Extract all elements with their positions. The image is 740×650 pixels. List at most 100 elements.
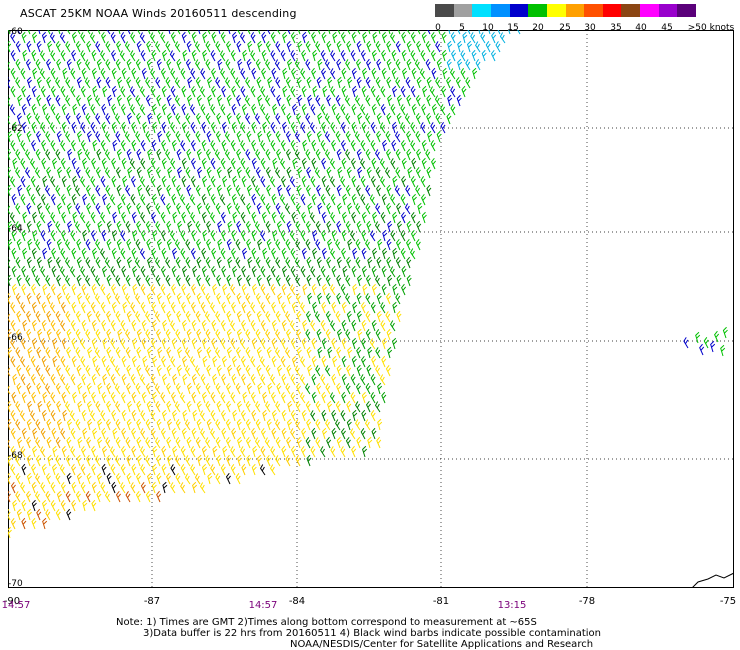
wind-barb: [300, 122, 306, 134]
wind-barb: [46, 94, 52, 107]
wind-barb: [92, 139, 98, 152]
wind-barb: [35, 185, 41, 197]
wind-barb: [375, 94, 381, 107]
wind-barb: [260, 266, 266, 278]
wind-barb: [241, 427, 247, 440]
wind-barb: [106, 220, 112, 233]
wind-barb: [449, 68, 456, 80]
wind-barb: [181, 337, 187, 350]
wind-barb: [26, 472, 32, 485]
wind-barb: [370, 392, 376, 404]
wind-barb: [36, 40, 42, 53]
wind-barb: [60, 374, 66, 386]
wind-barb: [166, 454, 172, 467]
wind-barb: [194, 473, 201, 485]
wind-barb: [194, 41, 201, 53]
wind-barb: [285, 311, 291, 323]
wind-barb: [8, 166, 12, 179]
wind-barb: [130, 302, 136, 314]
wind-barb: [215, 437, 221, 449]
wind-barb: [201, 265, 207, 278]
wind-barb: [376, 184, 382, 197]
wind-barb: [361, 85, 367, 98]
wind-barb: [411, 67, 417, 80]
wind-barb: [120, 32, 126, 44]
wind-barb: [125, 275, 131, 287]
wind-barb: [280, 139, 286, 152]
wind-barb: [289, 176, 296, 188]
wind-barb: [186, 94, 193, 107]
wind-barb: [170, 391, 176, 404]
wind-barb: [332, 355, 338, 368]
wind-barb: [395, 59, 401, 71]
wind-barb: [342, 265, 348, 278]
wind-barb: [136, 454, 142, 467]
wind-barb: [37, 328, 43, 341]
wind-barb: [111, 229, 118, 242]
wind-barb: [195, 76, 201, 89]
wind-barb: [410, 31, 416, 44]
wind-barb: [435, 41, 441, 53]
wind-barb: [255, 149, 261, 161]
pass-time-label: 14:57: [248, 600, 278, 611]
wind-barb: [270, 140, 276, 152]
wind-barb: [235, 30, 241, 35]
wind-barb: [326, 30, 332, 35]
wind-barb: [221, 373, 227, 386]
wind-barb: [140, 229, 146, 242]
wind-barb: [275, 437, 281, 449]
wind-barb: [32, 229, 38, 242]
wind-barb: [85, 329, 91, 341]
wind-barb: [270, 265, 276, 278]
wind-barb: [396, 220, 403, 233]
wind-barb: [326, 166, 332, 179]
wind-barb: [186, 400, 192, 413]
wind-barb: [186, 148, 192, 161]
wind-barb: [341, 85, 347, 98]
wind-barb: [45, 365, 51, 377]
wind-barb: [237, 436, 243, 449]
wind-barb: [336, 256, 342, 269]
wind-barb: [285, 383, 291, 395]
wind-barb: [235, 239, 241, 251]
wind-barb: [87, 418, 93, 431]
wind-barb: [86, 454, 92, 467]
wind-barb: [161, 247, 167, 260]
wind-barb: [75, 310, 81, 323]
wind-barb: [245, 400, 251, 413]
wind-barb: [125, 346, 131, 359]
wind-barb: [361, 247, 367, 260]
wind-barb: [256, 346, 262, 359]
wind-barb: [170, 103, 176, 116]
wind-barb: [236, 364, 242, 377]
wind-barb: [345, 220, 351, 233]
wind-barb: [145, 455, 151, 467]
wind-barb: [75, 490, 81, 503]
wind-barb: [40, 446, 46, 458]
wind-barb: [195, 382, 201, 395]
wind-barb: [240, 355, 246, 368]
wind-barb: [415, 94, 421, 107]
wind-barb: [305, 310, 311, 323]
wind-barb: [10, 338, 16, 350]
wind-barb: [46, 58, 52, 71]
wind-barb: [117, 30, 123, 35]
wind-barb: [81, 67, 87, 80]
wind-barb: [329, 320, 336, 332]
wind-barb: [106, 400, 112, 413]
wind-barb: [147, 256, 153, 269]
wind-barb: [315, 220, 321, 233]
wind-barb: [361, 391, 367, 404]
wind-barb: [45, 383, 51, 395]
wind-barb: [46, 238, 52, 251]
wind-barb: [146, 292, 152, 305]
wind-barb: [340, 139, 346, 152]
wind-barb: [35, 454, 41, 467]
wind-barb: [100, 139, 106, 152]
wind-barb: [266, 130, 272, 143]
wind-barb: [8, 274, 12, 287]
wind-barb: [45, 113, 51, 125]
wind-barb: [46, 292, 52, 305]
wind-barb: [209, 212, 216, 224]
wind-barb: [465, 30, 471, 35]
